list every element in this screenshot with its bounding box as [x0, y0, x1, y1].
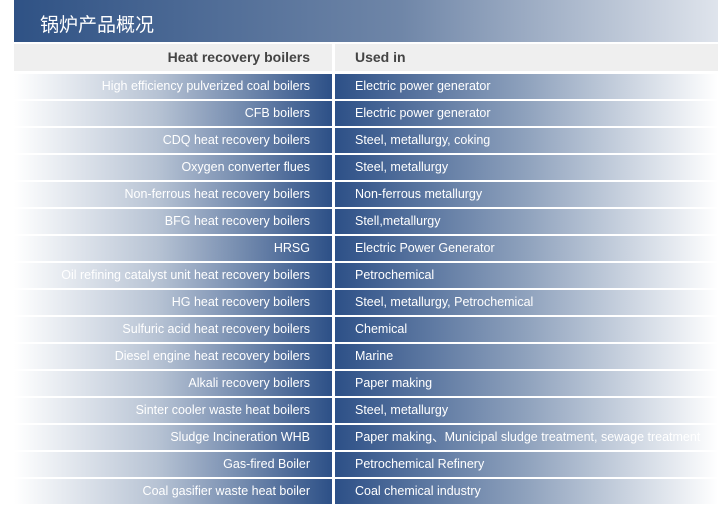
table-row: HG heat recovery boilers Steel, metallurg…: [14, 290, 718, 315]
used-in: Petrochemical: [335, 263, 718, 288]
table-row: HRSG Electric Power Generator: [14, 236, 718, 261]
used-in: Non-ferrous metallurgy: [335, 182, 718, 207]
used-in: Electric power generator: [335, 101, 718, 126]
table-row: Oxygen converter flues Steel, metallurgy: [14, 155, 718, 180]
used-in: Paper making: [335, 371, 718, 396]
boiler-name: BFG heat recovery boilers: [14, 209, 332, 234]
used-in: Electric Power Generator: [335, 236, 718, 261]
table-row: Oil refining catalyst unit heat recovery…: [14, 263, 718, 288]
used-in: Coal chemical industry: [335, 479, 718, 504]
boiler-name: Sinter cooler waste heat boilers: [14, 398, 332, 423]
title-bar: 锅炉产品概况: [14, 0, 718, 42]
table-row: BFG heat recovery boilers Stell,metallurg…: [14, 209, 718, 234]
used-in: Stell,metallurgy: [335, 209, 718, 234]
table-row: Sludge Incineration WHB Paper making、Muni…: [14, 425, 718, 450]
boiler-name: HG heat recovery boilers: [14, 290, 332, 315]
used-in: Steel, metallurgy, Petrochemical: [335, 290, 718, 315]
boiler-name: Gas-fired Boiler: [14, 452, 332, 477]
page-title: 锅炉产品概况: [40, 14, 155, 36]
boiler-name: CDQ heat recovery boilers: [14, 128, 332, 153]
boiler-name: Oil refining catalyst unit heat recovery…: [14, 263, 332, 288]
table-row: Non-ferrous heat recovery boilers Non-fer…: [14, 182, 718, 207]
boiler-name: Oxygen converter flues: [14, 155, 332, 180]
boiler-name: HRSG: [14, 236, 332, 261]
boiler-name: CFB boilers: [14, 101, 332, 126]
boiler-name: Coal gasifier waste heat boiler: [14, 479, 332, 504]
table-row: High efficiency pulverized coal boilers E…: [14, 74, 718, 99]
table-header: Heat recovery boilers Used in: [14, 44, 718, 71]
table-row: Sulfuric acid heat recovery boilers Chemi…: [14, 317, 718, 342]
boiler-name: Alkali recovery boilers: [14, 371, 332, 396]
boiler-name: High efficiency pulverized coal boilers: [14, 74, 332, 99]
table-row: Coal gasifier waste heat boiler Coal chem…: [14, 479, 718, 504]
table-row: Diesel engine heat recovery boilers Marin…: [14, 344, 718, 369]
used-in: Steel, metallurgy: [335, 155, 718, 180]
boiler-name: Sludge Incineration WHB: [14, 425, 332, 450]
header-used-in: Used in: [335, 44, 718, 71]
table-row: Sinter cooler waste heat boilers Steel, m…: [14, 398, 718, 423]
used-in: Steel, metallurgy, coking: [335, 128, 718, 153]
boiler-name: Sulfuric acid heat recovery boilers: [14, 317, 332, 342]
table-row: CFB boilers Electric power generator: [14, 101, 718, 126]
used-in: Marine: [335, 344, 718, 369]
used-in: Paper making、Municipal sludge treatment,…: [335, 425, 718, 450]
header-boilers: Heat recovery boilers: [14, 44, 332, 71]
table-row: Gas-fired Boiler Petrochemical Refinery: [14, 452, 718, 477]
used-in: Steel, metallurgy: [335, 398, 718, 423]
boiler-name: Non-ferrous heat recovery boilers: [14, 182, 332, 207]
table-row: CDQ heat recovery boilers Steel, metallur…: [14, 128, 718, 153]
used-in: Electric power generator: [335, 74, 718, 99]
used-in: Petrochemical Refinery: [335, 452, 718, 477]
boiler-name: Diesel engine heat recovery boilers: [14, 344, 332, 369]
used-in: Chemical: [335, 317, 718, 342]
table-row: Alkali recovery boilers Paper making: [14, 371, 718, 396]
